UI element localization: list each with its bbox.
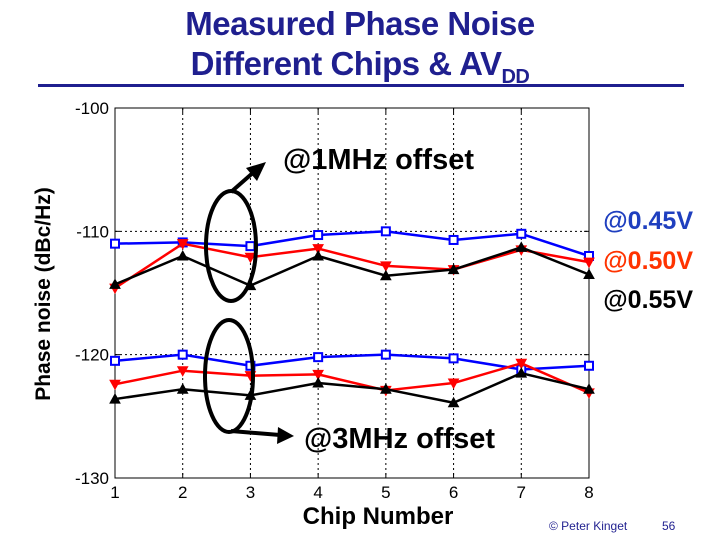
x-tick-label: 4: [313, 483, 322, 502]
data-point-triangle-up: [583, 268, 595, 279]
series-1MHz-0.55V: [109, 241, 595, 291]
x-tick-label: 8: [584, 483, 593, 502]
data-point-triangle-up: [312, 377, 324, 388]
series-line: [114, 230, 590, 258]
data-point-triangle-up: [109, 278, 121, 289]
title-line-1: Measured Phase Noise: [185, 5, 535, 42]
y-tick-label: -110: [76, 222, 109, 241]
data-point-triangle-down: [312, 244, 324, 255]
y-axis-label: Phase noise (dBc/Hz): [32, 187, 55, 401]
legend: @0.45V @0.50V @0.55V: [603, 207, 693, 314]
series-line: [114, 246, 590, 287]
data-point-triangle-up: [447, 396, 460, 408]
legend-entry: @0.55V: [603, 286, 693, 314]
data-point-triangle-up: [380, 269, 392, 281]
data-point-square: [516, 228, 527, 239]
data-point-square: [110, 355, 120, 366]
data-point-square: [313, 352, 324, 363]
data-point-triangle-down: [176, 366, 189, 377]
data-point-square: [245, 241, 256, 252]
1mhz-arrow-shaft: [229, 169, 257, 194]
data-point-square: [313, 230, 324, 241]
title-underline: [38, 84, 684, 87]
data-point-triangle-down: [380, 261, 392, 272]
1mhz-arrowhead: [246, 162, 266, 181]
legend-entry: @0.45V: [603, 207, 693, 235]
data-point-triangle-down: [176, 239, 189, 250]
x-tick-label: 1: [110, 483, 119, 502]
data-point-triangle-down: [244, 252, 257, 264]
data-point-square: [380, 349, 391, 360]
page-number: 56: [662, 519, 676, 533]
y-tick-label: -130: [75, 469, 109, 488]
data-point-square: [177, 349, 188, 360]
data-point-triangle-down: [312, 369, 324, 381]
3mhz-arrowhead: [277, 427, 294, 444]
series-line: [114, 362, 590, 395]
data-point-triangle-down: [583, 257, 595, 269]
data-point-triangle-up: [109, 393, 121, 404]
series-line: [114, 371, 590, 405]
copyright-credit: © Peter Kinget: [549, 519, 628, 533]
data-point-triangle-down: [109, 379, 121, 391]
x-tick-label: 7: [517, 483, 526, 502]
series-1MHz-0.45V: [110, 226, 594, 261]
series-3MHz-0.50V: [109, 358, 595, 399]
data-point-square: [448, 353, 459, 364]
series-line: [114, 242, 590, 290]
data-point-triangle-down: [447, 378, 460, 390]
annotations: @1MHz offset @3MHz offset: [203, 144, 495, 455]
data-point-triangle-down: [515, 358, 528, 370]
x-tick-label: 6: [449, 483, 458, 502]
y-tick-label: -120: [75, 346, 109, 365]
data-series: [109, 226, 595, 408]
title-subscript: DD: [501, 66, 530, 88]
data-point-triangle-up: [515, 367, 528, 378]
data-point-triangle-up: [515, 241, 528, 252]
data-point-triangle-up: [176, 383, 189, 394]
data-point-triangle-up: [583, 383, 595, 394]
data-point-triangle-up: [176, 249, 189, 261]
legend-entry: @0.50V: [603, 247, 693, 275]
data-point-square: [380, 226, 391, 237]
x-tick-label: 3: [246, 483, 255, 502]
data-point-square: [448, 234, 459, 245]
data-point-square: [584, 360, 594, 371]
series-3MHz-0.55V: [109, 367, 595, 408]
x-axis-label: Chip Number: [303, 503, 454, 530]
3mhz-group-ellipse: [203, 318, 255, 434]
annotation-3mhz: @3MHz offset: [304, 423, 495, 455]
x-tick-label: 2: [178, 483, 187, 502]
data-point-triangle-up: [447, 263, 460, 275]
title-line-2: Different Chips & AVDD: [0, 44, 720, 97]
3mhz-arrow-shaft: [230, 429, 281, 437]
annotation-1mhz: @1MHz offset: [283, 144, 474, 176]
axis-ticks: 1 2 3 4 5 6 7 8 -100 -110 -120 -130: [75, 99, 594, 502]
y-tick-label: -100: [75, 99, 109, 118]
title-line-2-main: Different Chips & AV: [190, 45, 502, 82]
data-point-square: [110, 238, 120, 249]
data-point-triangle-up: [380, 383, 392, 394]
data-point-triangle-up: [312, 249, 324, 261]
x-tick-label: 5: [381, 483, 390, 502]
